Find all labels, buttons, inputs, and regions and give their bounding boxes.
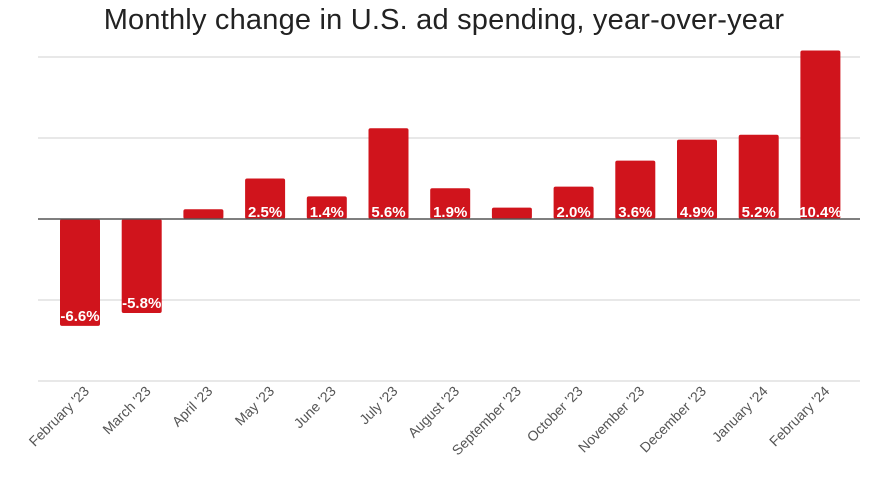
chart-title: Monthly change in U.S. ad spending, year… (103, 4, 785, 36)
bar (553, 186, 594, 219)
bar (430, 188, 471, 219)
x-tick-label: January '24 (709, 383, 771, 445)
x-tick-label: August '23 (405, 383, 463, 441)
x-tick-label: July '23 (356, 383, 401, 428)
bar-data-label: 2.0% (556, 204, 590, 221)
x-tick-label: May '23 (232, 383, 278, 429)
gridlines (38, 56, 860, 382)
x-tick-label: February '24 (766, 383, 833, 450)
bar (677, 139, 717, 219)
x-tick-labels: February '23 March '23 April '23 May '23 Jun… (26, 383, 833, 459)
bar (183, 209, 224, 219)
bar (121, 219, 162, 313)
bar-data-label: 3.6% (618, 204, 652, 221)
x-tick-label: December '23 (636, 383, 709, 456)
bar-data-label: 1.4% (310, 204, 344, 221)
bar-data-label: -5.8% (122, 295, 161, 312)
bar (491, 207, 532, 219)
bar (615, 160, 656, 219)
bar-data-label: 1.9% (433, 204, 467, 221)
bar-data-label: -6.6% (60, 308, 99, 325)
bar-data-label: 5.6% (371, 204, 405, 221)
bar-data-label: 0.7% (495, 218, 529, 235)
bar (738, 134, 779, 219)
bar-data-label: 4.9% (680, 204, 714, 221)
x-tick-label: October '23 (524, 383, 586, 445)
bar-data-label: 10.4% (799, 204, 842, 221)
bar (306, 196, 347, 219)
bars (38, 50, 860, 326)
x-tick-label: April '23 (169, 383, 216, 430)
bar-data-label: 0.6% (186, 218, 220, 235)
bar-data-label: 2.5% (248, 204, 282, 221)
x-tick-label: June '23 (290, 383, 339, 432)
bar (60, 219, 100, 326)
bar (368, 128, 409, 219)
x-tick-label: March '23 (99, 383, 154, 438)
bar (245, 178, 286, 219)
bar-data-label: 5.2% (742, 204, 776, 221)
bar (800, 50, 841, 219)
x-tick-label: February '23 (26, 383, 93, 450)
data-labels: -6.6% -5.8% 0.6% 2.5% 1.4% 5.6% 1.9% 0.7% 2.0% 3.… (60, 204, 841, 325)
